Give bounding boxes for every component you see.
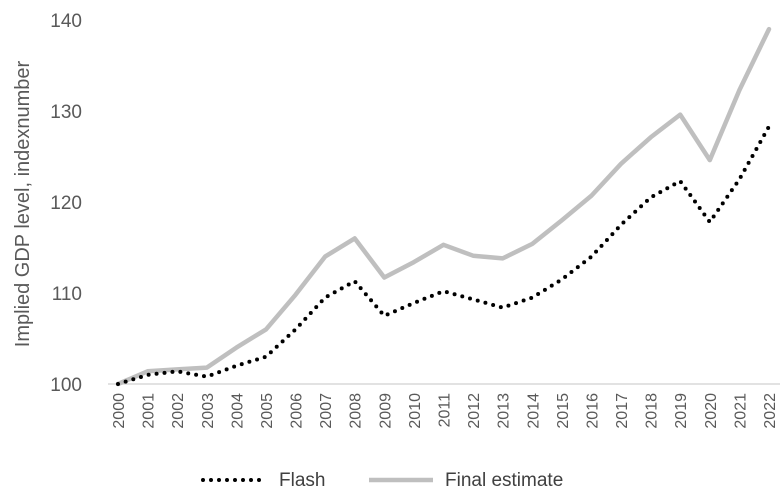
legend-label-final-estimate: Final estimate [445, 470, 563, 491]
x-tick-label: 2012 [466, 393, 483, 429]
x-tick-label: 2013 [496, 393, 513, 429]
y-tick-label: 110 [52, 284, 82, 305]
x-tick-label: 2017 [614, 393, 631, 429]
x-tick-label: 2015 [555, 393, 572, 429]
x-tick-label: 2000 [111, 393, 128, 429]
y-tick-label: 130 [50, 102, 82, 123]
y-tick-label: 100 [50, 375, 82, 396]
x-tick-label: 2005 [259, 393, 276, 429]
x-tick-label: 2022 [762, 393, 779, 429]
x-tick-label: 2011 [437, 393, 454, 428]
y-axis-title: Implied GDP level, indexnumber [12, 60, 34, 347]
x-tick-label: 2009 [377, 393, 394, 429]
x-tick-label: 2001 [141, 393, 158, 429]
x-tick-label: 2008 [348, 393, 365, 429]
x-tick-label: 2006 [289, 393, 306, 429]
x-tick-label: 2010 [407, 393, 424, 429]
y-tick-label: 120 [50, 193, 82, 214]
series-line-flash [116, 124, 771, 386]
x-tick-label: 2018 [644, 393, 661, 429]
x-tick-label: 2003 [200, 393, 217, 429]
series-layer [115, 26, 772, 387]
x-tick-label: 2014 [525, 393, 542, 429]
legend: Flash Final estimate [201, 470, 563, 491]
y-tick-labels: 100 110 120 130 140 [50, 11, 82, 396]
x-tick-label: 2007 [318, 393, 335, 429]
x-tick-label: 2016 [584, 393, 601, 429]
legend-label-flash: Flash [279, 470, 325, 491]
x-tick-labels: 2000 2001 2002 2003 2004 2005 2006 2007 2008 2009… [111, 393, 779, 429]
y-tick-label: 140 [50, 11, 82, 32]
x-tick-label: 2021 [732, 393, 749, 429]
series-line-final-estimate [115, 26, 772, 387]
x-tick-label: 2002 [170, 393, 187, 429]
x-tick-label: 2020 [703, 393, 720, 429]
x-tick-label: 2019 [673, 393, 690, 429]
x-tick-label: 2004 [229, 393, 246, 429]
